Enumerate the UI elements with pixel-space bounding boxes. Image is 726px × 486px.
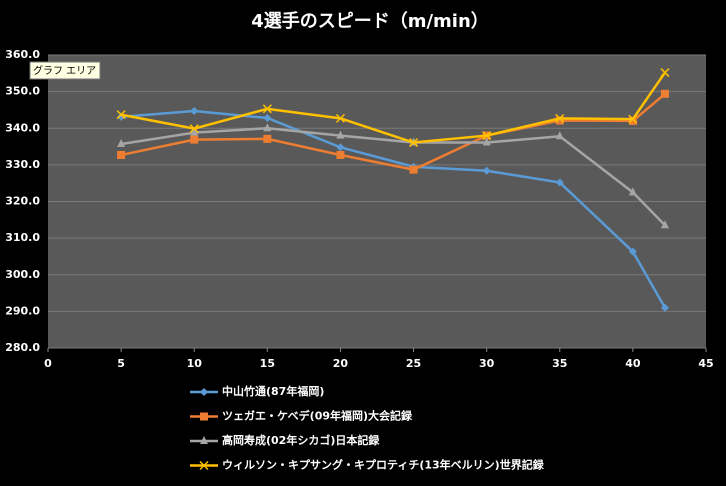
- marker: [482, 166, 491, 175]
- marker: [335, 113, 345, 123]
- y-tick-label: 330.0: [5, 158, 40, 171]
- marker: [117, 138, 126, 147]
- legend-entry: 中山竹通(87年福岡): [190, 384, 324, 398]
- marker: [628, 187, 637, 196]
- marker: [336, 130, 345, 139]
- marker: [628, 247, 637, 256]
- marker: [200, 388, 208, 396]
- marker: [262, 104, 272, 114]
- y-tick-label: 280.0: [5, 341, 40, 354]
- marker: [482, 131, 492, 141]
- y-tick-label: 350.0: [5, 85, 40, 98]
- x-tick-label: 0: [44, 357, 52, 370]
- chart-title: 4選手のスピード（m/min）: [251, 10, 489, 32]
- marker: [660, 89, 669, 98]
- marker: [336, 150, 345, 159]
- legend-label: 中山竹通(87年福岡): [222, 384, 324, 398]
- marker: [116, 110, 126, 120]
- marker: [555, 178, 564, 187]
- marker: [190, 127, 199, 136]
- y-tick-label: 340.0: [5, 121, 40, 134]
- marker: [409, 138, 419, 148]
- legend-entry: ウィルソン・キプサング・キプロティチ(13年ベルリン)世界記録: [190, 458, 545, 472]
- x-tick-label: 35: [552, 357, 567, 370]
- legend-entry: ツェガエ・ケベデ(09年福岡)大会記録: [190, 409, 413, 423]
- x-tick-label: 40: [625, 357, 641, 370]
- marker: [189, 124, 199, 134]
- marker: [190, 135, 199, 144]
- marker: [660, 68, 670, 78]
- marker: [409, 165, 418, 174]
- y-tick-label: 290.0: [5, 304, 40, 317]
- marker: [263, 113, 272, 122]
- marker: [263, 123, 272, 132]
- marker: [628, 116, 637, 125]
- marker: [555, 116, 564, 125]
- marker: [200, 436, 208, 444]
- legend-label: ツェガエ・ケベデ(09年福岡)大会記録: [222, 409, 413, 423]
- legend-entry: 高岡寿成(02年シカゴ)日本記録: [190, 433, 380, 447]
- marker: [199, 460, 209, 471]
- marker: [117, 150, 126, 159]
- x-tick-label: 30: [479, 357, 495, 370]
- y-tick-label: 300.0: [5, 268, 40, 281]
- legend-label: ウィルソン・キプサング・キプロティチ(13年ベルリン)世界記録: [222, 458, 545, 472]
- x-tick-label: 20: [333, 357, 349, 370]
- x-tick-label: 45: [698, 357, 713, 370]
- marker: [200, 412, 208, 421]
- x-tick-label: 10: [187, 357, 203, 370]
- tooltip-box: [29, 61, 101, 80]
- y-tick-label: 360.0: [5, 48, 40, 61]
- tooltip: グラフ エリア: [33, 64, 96, 77]
- marker: [555, 113, 565, 123]
- marker: [660, 220, 669, 229]
- x-tick-label: 25: [406, 357, 421, 370]
- marker: [190, 107, 199, 116]
- y-tick-label: 310.0: [5, 231, 40, 244]
- marker: [555, 131, 564, 140]
- y-tick-label: 320.0: [5, 195, 40, 208]
- marker: [482, 137, 491, 146]
- x-tick-label: 15: [260, 357, 275, 370]
- marker: [660, 303, 669, 312]
- x-tick-label: 5: [117, 357, 125, 370]
- legend-label: 高岡寿成(02年シカゴ)日本記録: [222, 433, 380, 447]
- marker: [336, 143, 345, 152]
- marker: [628, 114, 638, 124]
- marker: [263, 134, 272, 143]
